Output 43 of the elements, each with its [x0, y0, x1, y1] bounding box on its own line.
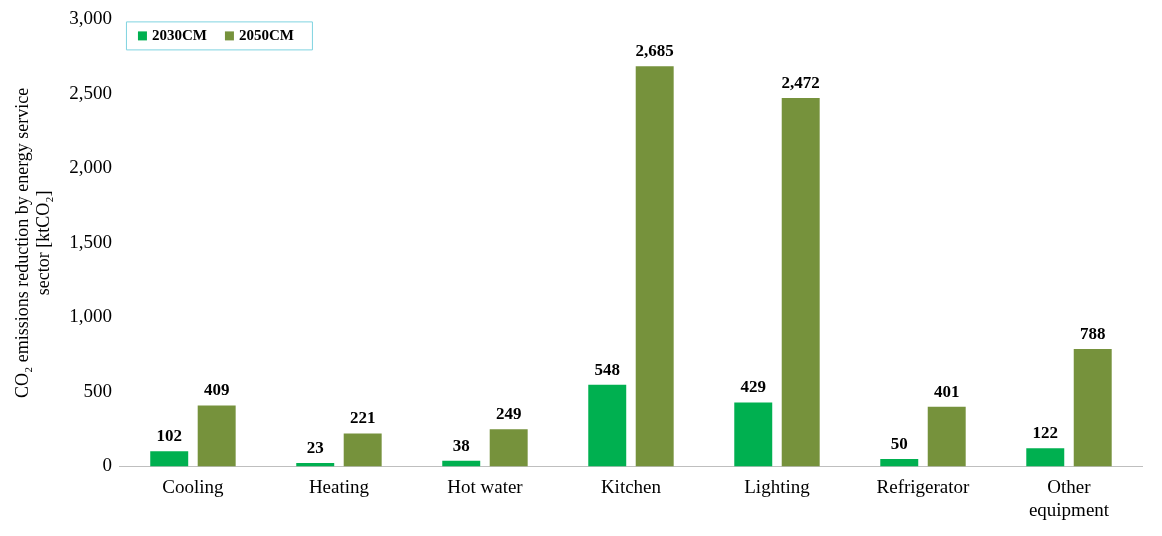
data-label: 38 — [452, 435, 470, 455]
data-label: 429 — [740, 377, 767, 397]
data-label: 23 — [306, 437, 324, 457]
y-tick-label: 1,000 — [69, 305, 112, 327]
x-tick-label: Refrigerator — [876, 475, 971, 497]
bar — [927, 406, 966, 467]
data-label: 409 — [203, 380, 230, 400]
x-tick-label: Kitchen — [600, 475, 662, 497]
bar — [150, 451, 189, 467]
y-tick-label: 0 — [102, 454, 112, 476]
legend-label: 2030CM — [151, 27, 207, 44]
bar — [197, 405, 236, 467]
y-tick-label: 2,000 — [69, 156, 112, 178]
x-tick-label: Hot water — [447, 475, 524, 497]
y-axis-title: CO₂ emissions reduction by energy service sector [ktCO₂] — [11, 87, 54, 399]
y-tick-label: 500 — [83, 379, 112, 401]
x-tick-label: Lighting — [744, 475, 811, 497]
data-label: 401 — [933, 381, 960, 401]
x-tick-label: Cooling — [162, 475, 225, 497]
data-label: 102 — [156, 426, 182, 446]
bar — [781, 98, 820, 467]
bar — [734, 402, 773, 467]
y-tick-label: 1,500 — [69, 230, 112, 252]
bar — [588, 384, 627, 467]
bar — [1073, 348, 1112, 467]
bar — [489, 429, 528, 467]
bar — [343, 433, 382, 467]
bar — [635, 66, 674, 467]
data-label: 2,472 — [781, 72, 820, 92]
y-tick-label: 2,500 — [69, 81, 112, 103]
x-tick-label: Heating — [308, 475, 370, 497]
bar — [880, 458, 919, 467]
bar — [1026, 448, 1065, 467]
data-label: 249 — [495, 404, 522, 424]
x-tick-label: Other equipment — [1028, 475, 1110, 520]
legend-label: 2050CM — [238, 27, 294, 44]
data-label: 221 — [349, 408, 376, 428]
y-tick-label: 3,000 — [69, 7, 112, 29]
data-label: 2,685 — [635, 41, 674, 61]
data-label: 548 — [594, 359, 620, 379]
data-label: 788 — [1079, 323, 1106, 343]
data-label: 122 — [1032, 423, 1059, 443]
data-label: 50 — [890, 433, 908, 453]
